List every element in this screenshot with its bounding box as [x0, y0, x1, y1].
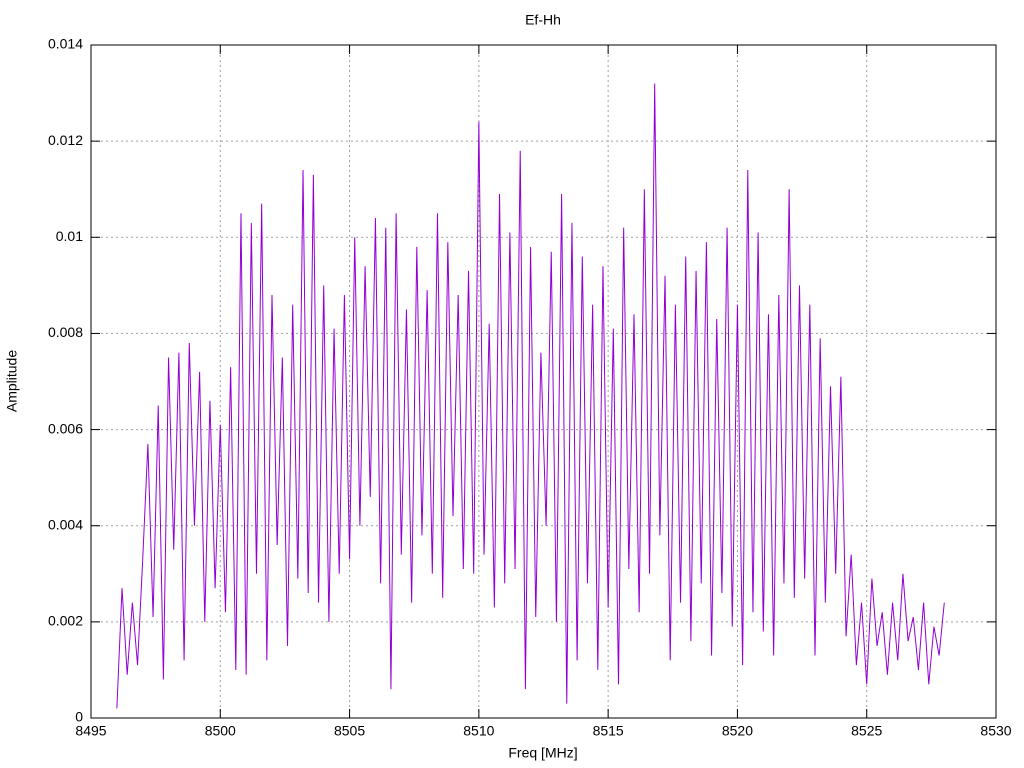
y-tick-label: 0.014 — [48, 36, 83, 52]
y-tick-label: 0.012 — [48, 132, 83, 148]
x-tick-label: 8510 — [463, 723, 494, 739]
y-tick-label: 0.006 — [48, 420, 83, 436]
x-tick-label: 8505 — [334, 723, 365, 739]
x-tick-label: 8495 — [75, 723, 106, 739]
x-axis-label: Freq [MHz] — [508, 745, 577, 761]
x-tick-label: 8530 — [980, 723, 1011, 739]
y-tick-label: 0 — [75, 709, 83, 725]
y-tick-label: 0.008 — [48, 324, 83, 340]
x-tick-label: 8515 — [593, 723, 624, 739]
chart-title: Ef-Hh — [525, 12, 561, 28]
x-tick-label: 8500 — [205, 723, 236, 739]
data-line — [116, 83, 945, 709]
y-tick-label: 0.004 — [48, 516, 83, 532]
plot-border — [90, 44, 997, 719]
x-tick-label: 8520 — [722, 723, 753, 739]
y-axis-label: Amplitude — [4, 350, 20, 412]
y-tick-label: 0.01 — [56, 228, 83, 244]
x-tick-label: 8525 — [851, 723, 882, 739]
y-tick-label: 0.002 — [48, 613, 83, 629]
